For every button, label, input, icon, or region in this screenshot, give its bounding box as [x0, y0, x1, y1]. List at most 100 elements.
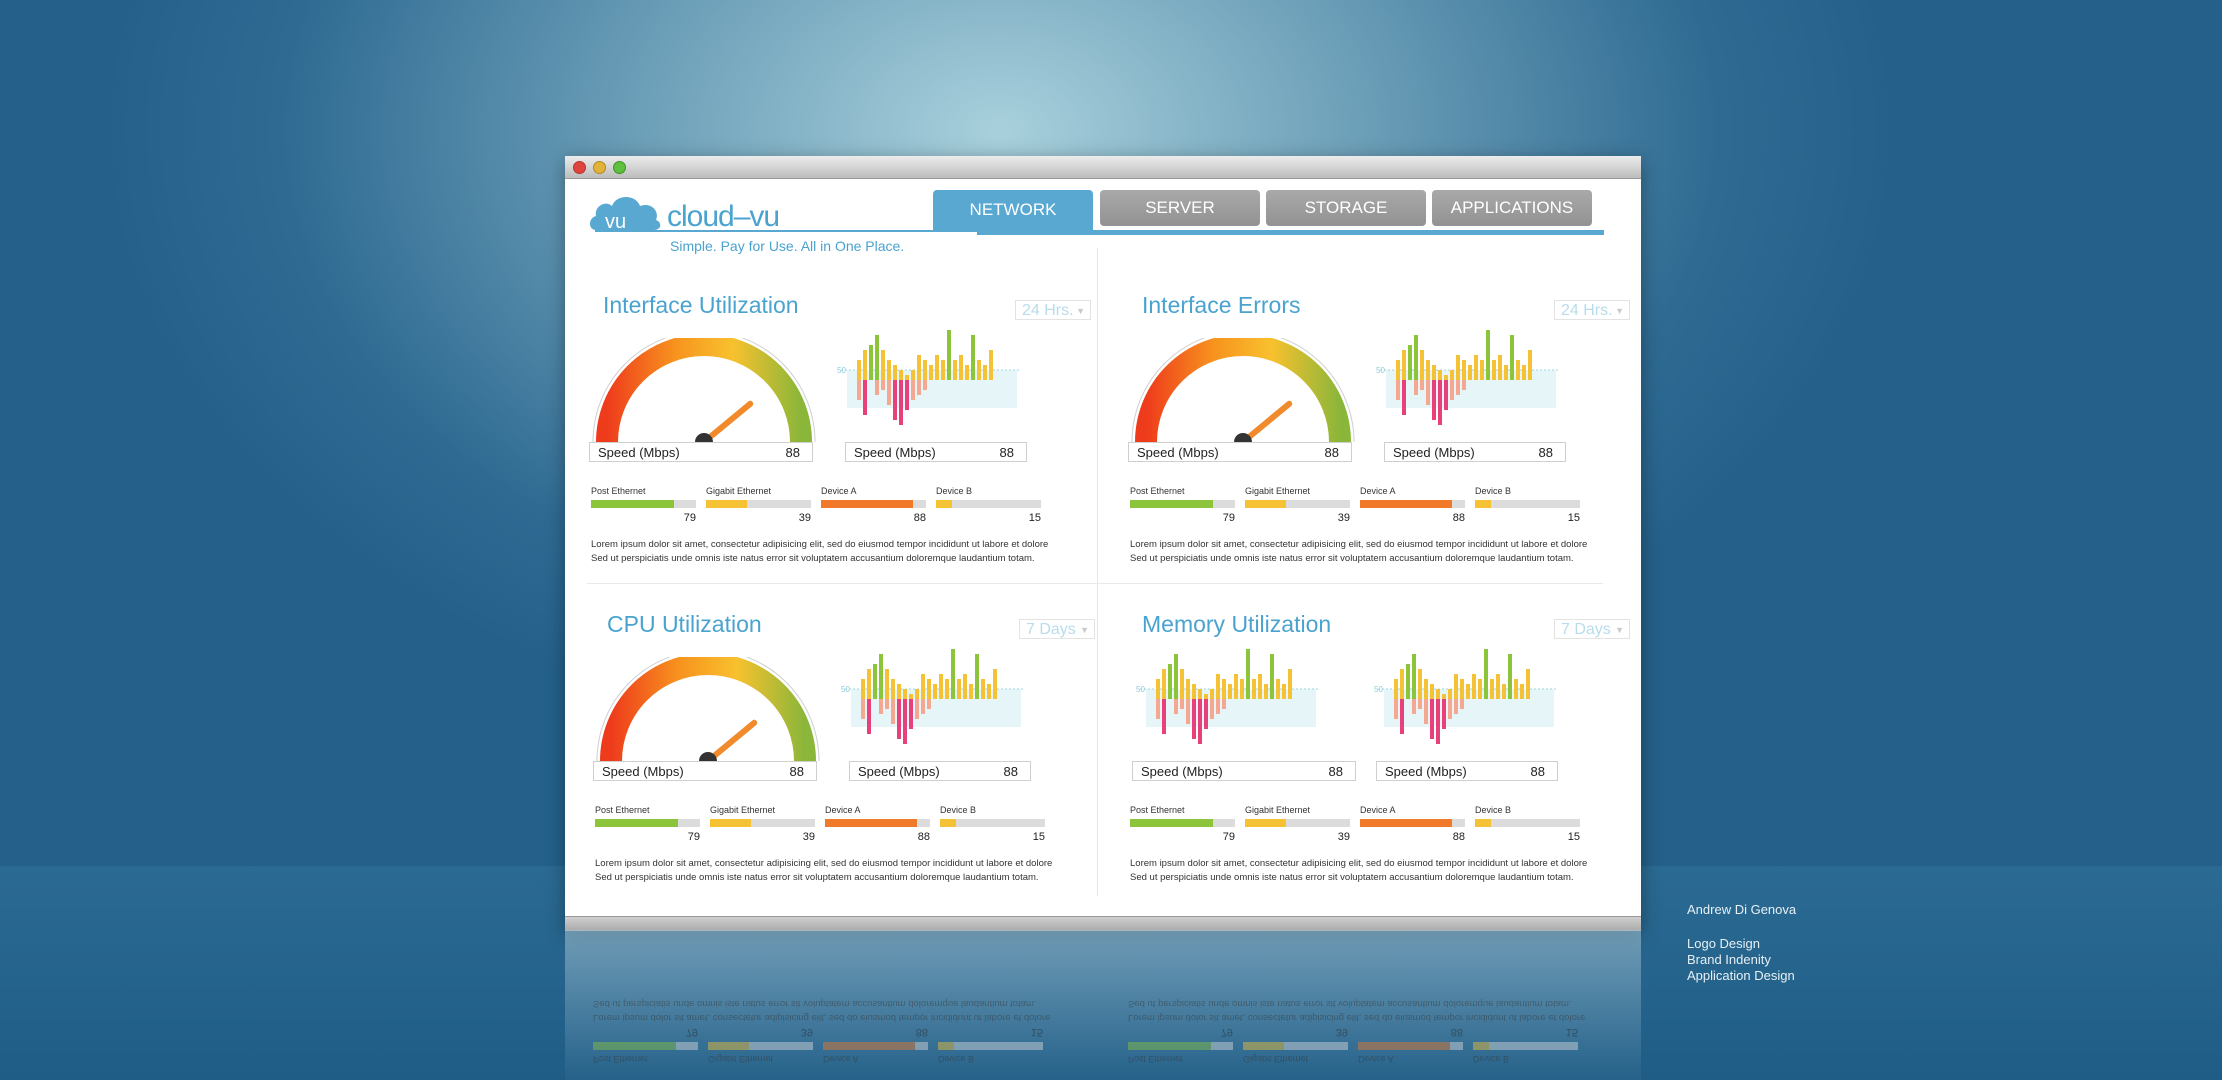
- chart-bar-negative: [879, 699, 883, 714]
- tab-network[interactable]: NETWORK: [933, 190, 1093, 230]
- chart-bar-positive: [1522, 365, 1526, 380]
- close-window-button[interactable]: [573, 161, 586, 174]
- chart-bar-positive: [1418, 669, 1422, 699]
- panel-cpu-utilization: CPU Utilization 7 Days ▼ Speed (Mbps) 88 50 Sp…: [593, 611, 1095, 921]
- panel-description: Lorem ipsum dolor sit amet, consectetur …: [1130, 539, 1588, 564]
- tab-server[interactable]: SERVER: [1100, 190, 1260, 226]
- speed-value: 88: [789, 764, 804, 779]
- device-stat-bar: [593, 1042, 698, 1050]
- panel-interface-utilization: Interface Utilization 24 Hrs. ▼ Speed (Mbps…: [589, 292, 1091, 602]
- chart-bar-positive: [935, 355, 939, 380]
- minimize-window-button[interactable]: [593, 161, 606, 174]
- chart-bar-positive: [1444, 375, 1448, 380]
- device-stat-bar: [1243, 1042, 1348, 1050]
- device-stat-bar: [1245, 819, 1350, 827]
- device-stat-bar: [710, 819, 815, 827]
- gauge-arc: [600, 653, 816, 762]
- device-stat-label: Device A: [1360, 486, 1396, 496]
- time-range-dropdown[interactable]: 7 Days ▼: [1019, 619, 1095, 639]
- panel-title: Interface Errors: [1142, 292, 1301, 318]
- speed-readout: Speed (Mbps) 88: [1132, 761, 1356, 781]
- chart-bar-positive: [1192, 684, 1196, 699]
- speed-readout: Speed (Mbps) 88: [593, 761, 817, 781]
- device-stat-bar: [940, 819, 1045, 827]
- gauge-arc: [1135, 334, 1351, 443]
- device-stat-fill: [1475, 819, 1491, 827]
- device-stat: Device A 88: [821, 486, 926, 524]
- device-stat-bar: [1130, 819, 1235, 827]
- chart-bar-negative: [1222, 699, 1226, 709]
- time-range-dropdown[interactable]: 24 Hrs. ▼: [1554, 300, 1630, 320]
- device-stat-value: 15: [1565, 1026, 1578, 1038]
- app-window: vu cloud–vu Simple. Pay for Use. All in …: [565, 156, 1641, 931]
- device-stat-label: Device A: [825, 805, 861, 815]
- device-stat-value: 39: [1335, 1026, 1348, 1038]
- chart-bar-negative: [927, 699, 931, 709]
- chart-bar-positive: [941, 360, 945, 380]
- device-stat-label: Post Ethernet: [593, 1054, 648, 1064]
- device-stat-bar: [708, 1042, 813, 1050]
- time-range-dropdown[interactable]: 24 Hrs. ▼: [1015, 300, 1091, 320]
- reflected-description: Lorem ipsum dolor sit amet, consectetur …: [593, 998, 1051, 1023]
- chart-bar-positive: [1210, 689, 1214, 699]
- chart-bar-negative: [923, 380, 927, 390]
- gauge-needle: [701, 400, 754, 445]
- device-stat-bar: [595, 819, 700, 827]
- device-stat-fill: [1130, 819, 1213, 827]
- device-stat: Gigabit Ethernet 39: [1245, 805, 1350, 843]
- device-stat-fill: [593, 1042, 676, 1050]
- chart-bar-positive: [867, 669, 871, 699]
- chart-bar-positive: [1460, 679, 1464, 699]
- chart-bar-negative: [1418, 699, 1422, 709]
- chart-bar-positive: [965, 365, 969, 380]
- chart-bar-positive: [1486, 330, 1490, 380]
- device-stat-fill: [1360, 500, 1453, 508]
- chart-bar-positive: [1246, 649, 1250, 699]
- device-stat: Post Ethernet 79: [595, 805, 700, 843]
- tab-storage[interactable]: STORAGE: [1266, 190, 1426, 226]
- chart-bar-positive: [1282, 684, 1286, 699]
- device-stat-bar: [1245, 500, 1350, 508]
- device-stat-value: 79: [683, 512, 696, 524]
- chart-bar-positive: [939, 674, 943, 699]
- panel-title: CPU Utilization: [607, 611, 762, 637]
- speed-label: Speed (Mbps): [1137, 445, 1219, 460]
- device-stat-value: 39: [802, 831, 815, 843]
- chart-bar-negative: [1402, 380, 1406, 415]
- tab-underline: [977, 230, 1604, 235]
- tab-applications[interactable]: APPLICATIONS: [1432, 190, 1592, 226]
- panel-divider-vertical: [1097, 248, 1098, 896]
- chart-bar-positive: [987, 684, 991, 699]
- chart-bar-positive: [1204, 694, 1208, 699]
- chart-bar-negative: [891, 699, 895, 724]
- device-stats: Post Ethernet 79 Gigabit Ethernet 39 Device …: [591, 486, 1041, 526]
- chart-bar-negative: [903, 699, 907, 744]
- device-stat: Post Ethernet 79: [593, 1026, 698, 1064]
- device-stat-label: Device B: [1475, 805, 1512, 815]
- speed-readout: Speed (Mbps) 88: [845, 442, 1027, 462]
- chart-bar-positive: [893, 365, 897, 380]
- chart-bar-positive: [1228, 684, 1232, 699]
- zoom-window-button[interactable]: [613, 161, 626, 174]
- chart-bar-positive: [1450, 370, 1454, 380]
- device-stats: Post Ethernet 79 Gigabit Ethernet 39 Device …: [595, 805, 1045, 845]
- chart-bar-negative: [885, 699, 889, 709]
- device-stat: Device B 15: [940, 805, 1045, 843]
- chart-bar-negative: [1444, 380, 1448, 410]
- chart-bar-negative: [899, 380, 903, 425]
- device-stat-fill: [1358, 1042, 1451, 1050]
- time-range-dropdown[interactable]: 7 Days ▼: [1554, 619, 1630, 639]
- speed-label: Speed (Mbps): [1393, 445, 1475, 460]
- chart-bar-positive: [1454, 674, 1458, 699]
- header-divider: [595, 230, 977, 232]
- device-stat-bar: [1475, 500, 1580, 508]
- traffic-bar-chart: 50: [1376, 330, 1560, 425]
- window-bottom-bar: [565, 916, 1641, 931]
- chart-bar-positive: [1168, 664, 1172, 699]
- device-stat: Device B 15: [1475, 486, 1580, 524]
- device-stat-fill: [710, 819, 751, 827]
- chart-bar-positive: [1502, 684, 1506, 699]
- chart-bar-positive: [915, 689, 919, 699]
- device-stat-fill: [1245, 500, 1286, 508]
- chart-bar-positive: [1412, 654, 1416, 699]
